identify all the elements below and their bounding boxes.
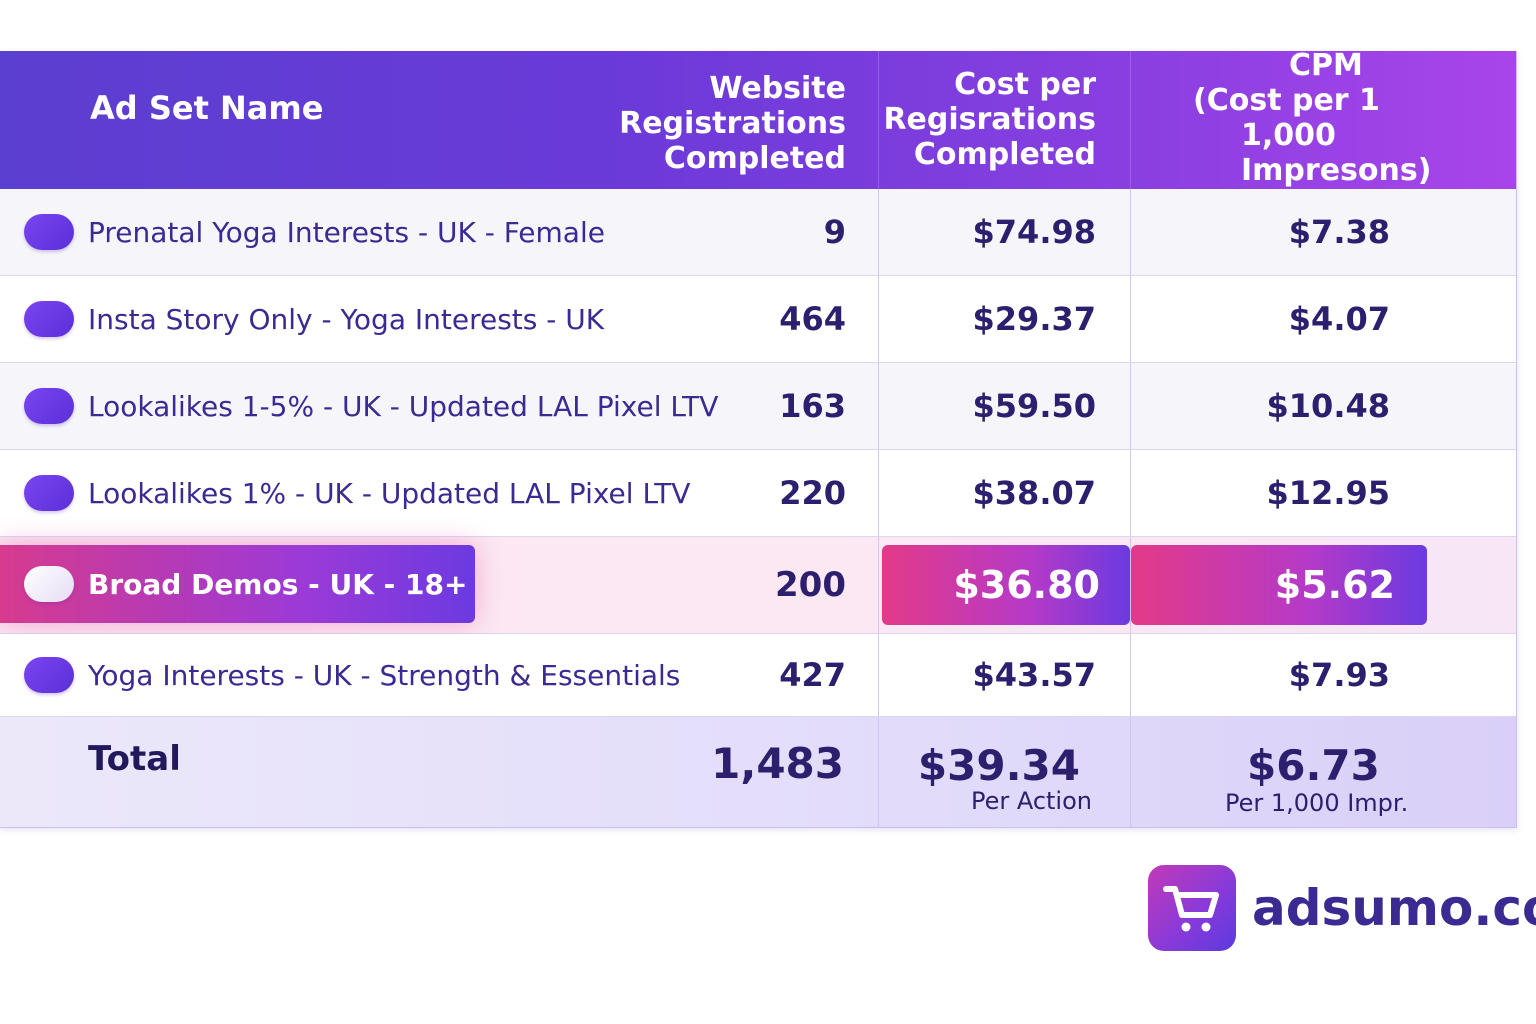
total-registrations: 1,483 (711, 739, 844, 788)
cpm-cell: $10.48 (1130, 363, 1516, 449)
cost-per-reg-value: $38.07 (972, 474, 1096, 512)
cpm-cell: $5.62 (1130, 537, 1516, 633)
cost-per-reg-value: $59.50 (972, 387, 1096, 425)
cost-per-reg-value: $43.57 (972, 656, 1096, 694)
total-cpm: $6.73 (1247, 741, 1380, 790)
header-ad-set-name: Ad Set Name (90, 89, 324, 127)
ad-set-name: Broad Demos - UK - 18+ (88, 567, 468, 601)
cpm-cell: $4.07 (1130, 276, 1516, 362)
cost-per-reg-cell: $38.07 (878, 450, 1130, 536)
header-cost-per-reg-line-1: Cost per (954, 66, 1096, 102)
total-cost-per-reg-sub: Per Action (970, 787, 1092, 815)
table-row: Prenatal Yoga Interests - UK - Female 9 … (0, 189, 1516, 276)
ad-set-name-cell: Broad Demos - UK - 18+ 200 (0, 537, 878, 633)
registrations-value: 163 (779, 387, 846, 425)
header-cpm-line-1: CPM (1289, 48, 1363, 83)
registrations-value: 220 (779, 474, 846, 512)
ad-set-table: Ad Set Name Website Registrations Comple… (0, 48, 1517, 828)
row-marker-icon (24, 657, 74, 693)
highlighted-name-pill: Broad Demos - UK - 18+ (0, 545, 475, 623)
ad-set-name: Insta Story Only - Yoga Interests - UK (88, 302, 605, 336)
ad-set-name: Lookalikes 1% - UK - Updated LAL Pixel L… (88, 476, 691, 510)
total-label-cell: Total 1,483 (0, 717, 878, 827)
row-marker-icon (24, 301, 74, 337)
cpm-value: $4.07 (1288, 300, 1390, 338)
table-row: Lookalikes 1% - UK - Updated LAL Pixel L… (0, 450, 1516, 537)
header-ad-set-name-cell: Ad Set Name Website Registrations Comple… (0, 51, 878, 189)
cost-per-reg-cell: $29.37 (878, 276, 1130, 362)
cost-per-reg-value: $36.80 (953, 563, 1100, 607)
table-row: Yoga Interests - UK - Strength & Essenti… (0, 634, 1516, 717)
row-marker-icon (24, 214, 74, 250)
table-row: Lookalikes 1-5% - UK - Updated LAL Pixel… (0, 363, 1516, 450)
cpm-value: $12.95 (1266, 474, 1390, 512)
total-label: Total (88, 739, 181, 779)
cost-per-reg-cell: $74.98 (878, 189, 1130, 275)
header-registrations: Website Registrations Completed (619, 71, 846, 176)
header-cpm-line-2: (Cost per 1 (1193, 83, 1380, 118)
cpm-value: $7.38 (1288, 213, 1390, 251)
cost-per-reg-value: $29.37 (972, 300, 1096, 338)
ad-set-name-cell: Yoga Interests - UK - Strength & Essenti… (0, 634, 878, 716)
cpm-cell: $7.93 (1130, 634, 1516, 716)
row-marker-icon (24, 388, 74, 424)
header-registrations-line-3: Completed (663, 141, 846, 176)
highlighted-cost-per-reg: $36.80 (882, 545, 1130, 625)
cost-per-reg-value: $74.98 (972, 213, 1096, 251)
header-cpm-cell: CPM (Cost per 1 1,000 Impresons) (1130, 48, 1516, 189)
total-cost-per-reg-cell: $39.34 Per Action (878, 717, 1130, 827)
total-cost-per-reg: $39.34 (917, 741, 1080, 790)
row-marker-icon (24, 475, 74, 511)
cost-per-reg-cell: $59.50 (878, 363, 1130, 449)
cpm-value: $5.62 (1274, 563, 1395, 607)
header-registrations-line-2: Registrations (619, 106, 846, 141)
row-marker-icon (24, 566, 74, 602)
table-row: Insta Story Only - Yoga Interests - UK 4… (0, 276, 1516, 363)
cpm-cell: $7.38 (1130, 189, 1516, 275)
header-cpm-line-3: 1,000 Impresons) (1241, 118, 1432, 188)
table-row-highlighted: Broad Demos - UK - 18+ 200 $36.80 $5.62 (0, 537, 1516, 634)
registrations-value: 9 (823, 213, 846, 251)
table-total-row: Total 1,483 $39.34 Per Action $6.73 Per … (0, 717, 1516, 828)
ad-set-name-cell: Lookalikes 1% - UK - Updated LAL Pixel L… (0, 450, 878, 536)
registrations-value: 464 (779, 300, 846, 338)
total-cpm-cell: $6.73 Per 1,000 Impr. (1130, 717, 1516, 827)
brand-name: adsumo.co (1252, 879, 1536, 937)
header-registrations-line-1: Website (709, 71, 846, 106)
cpm-value: $7.93 (1288, 656, 1390, 694)
header-cost-per-reg: Cost per Regisrations Completed (879, 67, 1130, 172)
highlighted-cpm: $5.62 (1131, 545, 1427, 625)
ad-set-name-cell: Prenatal Yoga Interests - UK - Female 9 (0, 189, 878, 275)
ad-set-name: Yoga Interests - UK - Strength & Essenti… (88, 658, 681, 692)
ad-set-name: Lookalikes 1-5% - UK - Updated LAL Pixel… (88, 389, 719, 423)
total-cpm-sub: Per 1,000 Impr. (1225, 789, 1409, 817)
header-cpm: CPM (Cost per 1 1,000 Impresons) (1131, 48, 1516, 188)
brand-logo: adsumo.co (1148, 865, 1536, 951)
header-cost-per-reg-line-3: Completed (913, 136, 1096, 172)
ad-set-name: Prenatal Yoga Interests - UK - Female (88, 215, 605, 249)
registrations-value: 427 (779, 656, 846, 694)
registrations-value: 200 (775, 565, 846, 605)
cost-per-reg-cell: $43.57 (878, 634, 1130, 716)
cpm-cell: $12.95 (1130, 450, 1516, 536)
ad-set-name-cell: Lookalikes 1-5% - UK - Updated LAL Pixel… (0, 363, 878, 449)
header-cost-per-reg-line-2: Regisrations (883, 101, 1096, 137)
cost-per-reg-cell: $36.80 (878, 537, 1130, 633)
table-header: Ad Set Name Website Registrations Comple… (0, 48, 1516, 189)
cpm-value: $10.48 (1266, 387, 1390, 425)
header-cost-per-reg-cell: Cost per Regisrations Completed (878, 51, 1130, 189)
shopping-cart-icon (1148, 865, 1236, 951)
ad-set-name-cell: Insta Story Only - Yoga Interests - UK 4… (0, 276, 878, 362)
